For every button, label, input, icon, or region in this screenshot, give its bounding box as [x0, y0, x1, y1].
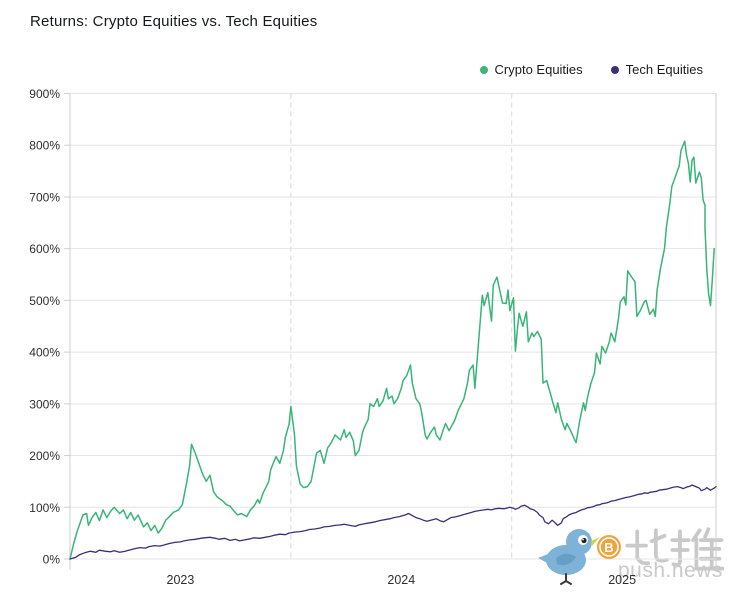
legend-dot-crypto-icon	[479, 65, 488, 74]
chart-title: Returns: Crypto Equities vs. Tech Equiti…	[30, 13, 318, 30]
y-axis-label: 900%	[29, 87, 60, 101]
x-axis-label: 2023	[167, 573, 195, 587]
svg-text:B: B	[604, 540, 613, 555]
y-axis-label: 0%	[43, 553, 61, 567]
bitcoin-coin-icon: B	[597, 535, 621, 559]
legend-label-tech: Tech Equities	[625, 62, 703, 77]
y-axis-label: 100%	[29, 501, 60, 515]
y-axis-label: 400%	[29, 346, 60, 360]
y-axis-label: 600%	[29, 242, 60, 256]
twitter-bird-icon	[538, 529, 600, 585]
series-line-tech-equities	[69, 484, 717, 560]
x-axis-label: 2025	[608, 573, 636, 587]
y-axis-label: 800%	[29, 139, 60, 153]
legend-label-crypto: Crypto Equities	[494, 62, 583, 77]
bird-beak	[591, 537, 600, 546]
legend-dot-tech-icon	[610, 65, 619, 74]
legend-item-crypto-equities[interactable]: Crypto Equities	[479, 62, 583, 77]
x-axis-label: 2024	[387, 573, 415, 587]
legend-item-tech-equities[interactable]: Tech Equities	[610, 62, 703, 77]
y-axis-label: 500%	[29, 294, 60, 308]
bitpush-bird-logo: B	[536, 520, 636, 586]
series-line-crypto-equities	[69, 140, 715, 560]
bitpush-watermark-domain: push.news	[618, 559, 723, 582]
y-axis-label: 300%	[29, 397, 60, 411]
bird-legs	[560, 573, 572, 585]
y-axis-label: 700%	[29, 190, 60, 204]
y-axis-label: 200%	[29, 449, 60, 463]
chart-legend: Crypto Equities Tech Equities	[479, 62, 703, 77]
